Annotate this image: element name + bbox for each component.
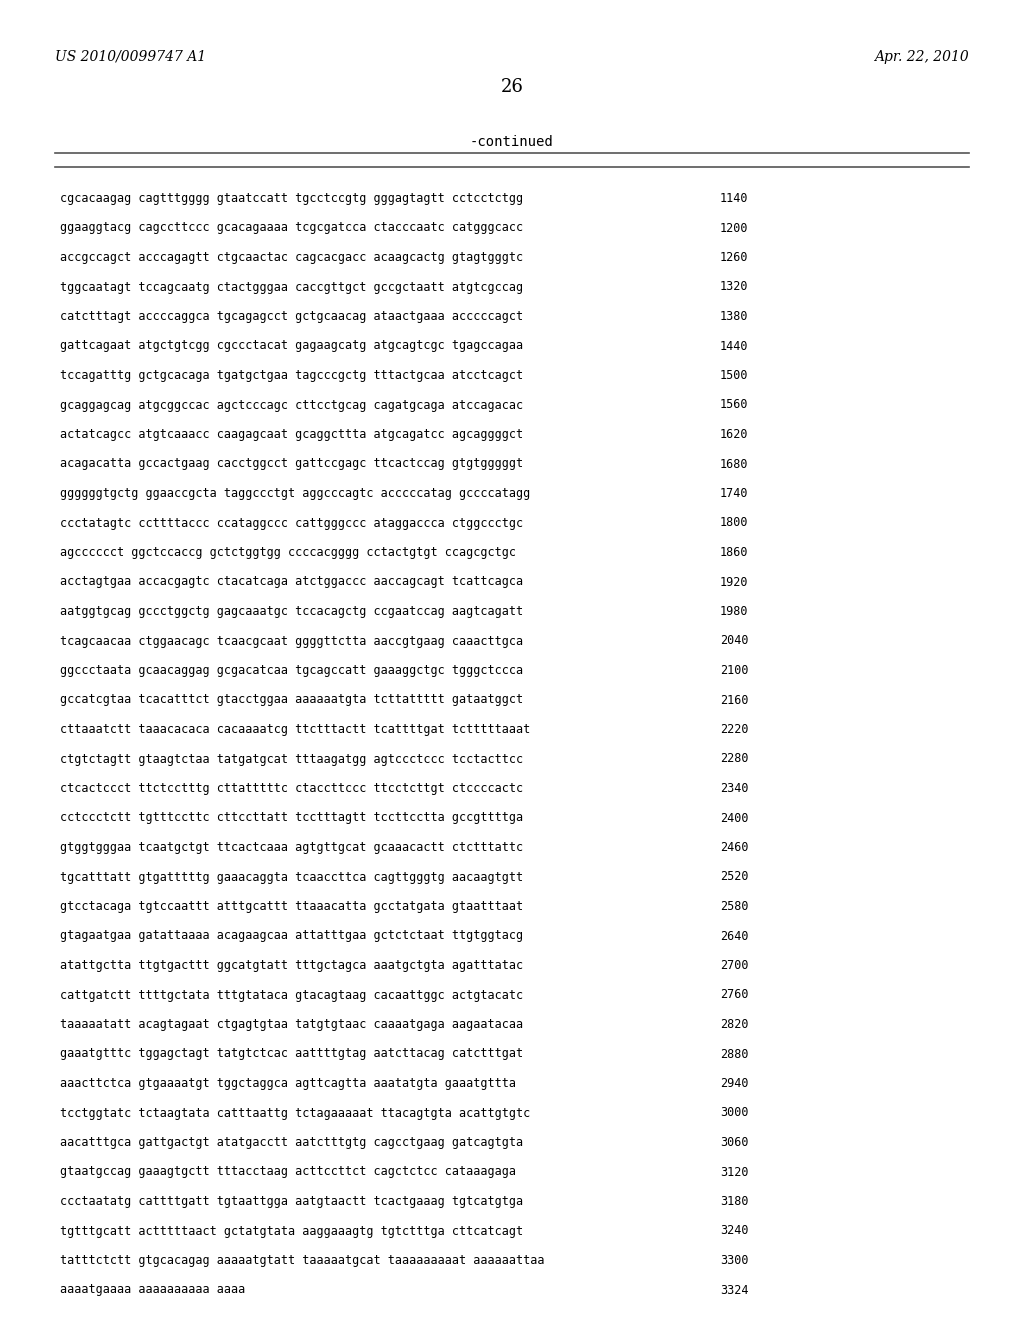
Text: gaaatgtttc tggagctagt tatgtctcac aattttgtag aatcttacag catctttgat: gaaatgtttc tggagctagt tatgtctcac aattttg… [60, 1048, 523, 1060]
Text: ctgtctagtt gtaagtctaa tatgatgcat tttaagatgg agtccctccc tcctacttcc: ctgtctagtt gtaagtctaa tatgatgcat tttaaga… [60, 752, 523, 766]
Text: 3300: 3300 [720, 1254, 749, 1267]
Text: gtcctacaga tgtccaattt atttgcattt ttaaacatta gcctatgata gtaatttaat: gtcctacaga tgtccaattt atttgcattt ttaaaca… [60, 900, 523, 913]
Text: 1800: 1800 [720, 516, 749, 529]
Text: 2040: 2040 [720, 635, 749, 648]
Text: Apr. 22, 2010: Apr. 22, 2010 [874, 50, 969, 63]
Text: 1560: 1560 [720, 399, 749, 412]
Text: tcctggtatc tctaagtata catttaattg tctagaaaaat ttacagtgta acattgtgtc: tcctggtatc tctaagtata catttaattg tctagaa… [60, 1106, 530, 1119]
Text: 3120: 3120 [720, 1166, 749, 1179]
Text: gtagaatgaa gatattaaaa acagaagcaa attatttgaa gctctctaat ttgtggtacg: gtagaatgaa gatattaaaa acagaagcaa attattt… [60, 929, 523, 942]
Text: gccatcgtaa tcacatttct gtacctggaa aaaaaatgta tcttattttt gataatggct: gccatcgtaa tcacatttct gtacctggaa aaaaaat… [60, 693, 523, 706]
Text: tggcaatagt tccagcaatg ctactgggaa caccgttgct gccgctaatt atgtcgccag: tggcaatagt tccagcaatg ctactgggaa caccgtt… [60, 281, 523, 293]
Text: 2940: 2940 [720, 1077, 749, 1090]
Text: 2340: 2340 [720, 781, 749, 795]
Text: atattgctta ttgtgacttt ggcatgtatt tttgctagca aaatgctgta agatttatac: atattgctta ttgtgacttt ggcatgtatt tttgcta… [60, 960, 523, 972]
Text: actatcagcc atgtcaaacc caagagcaat gcaggcttta atgcagatcc agcaggggct: actatcagcc atgtcaaacc caagagcaat gcaggct… [60, 428, 523, 441]
Text: ggggggtgctg ggaaccgcta taggccctgt aggcccagtc acccccatag gccccatagg: ggggggtgctg ggaaccgcta taggccctgt aggccc… [60, 487, 530, 500]
Text: 2280: 2280 [720, 752, 749, 766]
Text: 1260: 1260 [720, 251, 749, 264]
Text: 1200: 1200 [720, 222, 749, 235]
Text: accgccagct acccagagtt ctgcaactac cagcacgacc acaagcactg gtagtgggtc: accgccagct acccagagtt ctgcaactac cagcacg… [60, 251, 523, 264]
Text: 26: 26 [501, 78, 523, 96]
Text: 2580: 2580 [720, 900, 749, 913]
Text: 1980: 1980 [720, 605, 749, 618]
Text: taaaaatatt acagtagaat ctgagtgtaa tatgtgtaac caaaatgaga aagaatacaa: taaaaatatt acagtagaat ctgagtgtaa tatgtgt… [60, 1018, 523, 1031]
Text: 2100: 2100 [720, 664, 749, 677]
Text: tgcatttatt gtgatttttg gaaacaggta tcaaccttca cagttgggtg aacaagtgtt: tgcatttatt gtgatttttg gaaacaggta tcaacct… [60, 870, 523, 883]
Text: 2400: 2400 [720, 812, 749, 825]
Text: tatttctctt gtgcacagag aaaaatgtatt taaaaatgcat taaaaaaaaat aaaaaattaa: tatttctctt gtgcacagag aaaaatgtatt taaaaa… [60, 1254, 545, 1267]
Text: aatggtgcag gccctggctg gagcaaatgc tccacagctg ccgaatccag aagtcagatt: aatggtgcag gccctggctg gagcaaatgc tccacag… [60, 605, 523, 618]
Text: 3060: 3060 [720, 1137, 749, 1148]
Text: cttaaatctt taaacacaca cacaaaatcg ttctttactt tcattttgat tctttttaaat: cttaaatctt taaacacaca cacaaaatcg ttcttta… [60, 723, 530, 737]
Text: tcagcaacaa ctggaacagc tcaacgcaat ggggttctta aaccgtgaag caaacttgca: tcagcaacaa ctggaacagc tcaacgcaat ggggttc… [60, 635, 523, 648]
Text: acctagtgaa accacgagtc ctacatcaga atctggaccc aaccagcagt tcattcagca: acctagtgaa accacgagtc ctacatcaga atctgga… [60, 576, 523, 589]
Text: 2880: 2880 [720, 1048, 749, 1060]
Text: aacatttgca gattgactgt atatgacctt aatctttgtg cagcctgaag gatcagtgta: aacatttgca gattgactgt atatgacctt aatcttt… [60, 1137, 523, 1148]
Text: ccctaatatg cattttgatt tgtaattgga aatgtaactt tcactgaaag tgtcatgtga: ccctaatatg cattttgatt tgtaattgga aatgtaa… [60, 1195, 523, 1208]
Text: 1380: 1380 [720, 310, 749, 323]
Text: gcaggagcag atgcggccac agctcccagc cttcctgcag cagatgcaga atccagacac: gcaggagcag atgcggccac agctcccagc cttcctg… [60, 399, 523, 412]
Text: 2820: 2820 [720, 1018, 749, 1031]
Text: 2160: 2160 [720, 693, 749, 706]
Text: 3000: 3000 [720, 1106, 749, 1119]
Text: 3180: 3180 [720, 1195, 749, 1208]
Text: tgtttgcatt actttttaact gctatgtata aaggaaagtg tgtctttga cttcatcagt: tgtttgcatt actttttaact gctatgtata aaggaa… [60, 1225, 523, 1238]
Text: gtggtgggaa tcaatgctgt ttcactcaaa agtgttgcat gcaaacactt ctctttattc: gtggtgggaa tcaatgctgt ttcactcaaa agtgttg… [60, 841, 523, 854]
Text: ggccctaata gcaacaggag gcgacatcaa tgcagccatt gaaaggctgc tgggctccca: ggccctaata gcaacaggag gcgacatcaa tgcagcc… [60, 664, 523, 677]
Text: 1440: 1440 [720, 339, 749, 352]
Text: agcccccct ggctccaccg gctctggtgg ccccacgggg cctactgtgt ccagcgctgc: agcccccct ggctccaccg gctctggtgg ccccacgg… [60, 546, 516, 558]
Text: aaacttctca gtgaaaatgt tggctaggca agttcagtta aaatatgta gaaatgttta: aaacttctca gtgaaaatgt tggctaggca agttcag… [60, 1077, 516, 1090]
Text: gtaatgccag gaaagtgctt tttacctaag acttccttct cagctctcc cataaagaga: gtaatgccag gaaagtgctt tttacctaag acttcct… [60, 1166, 516, 1179]
Text: 3324: 3324 [720, 1283, 749, 1296]
Text: 1500: 1500 [720, 370, 749, 381]
Text: 1680: 1680 [720, 458, 749, 470]
Text: -continued: -continued [470, 135, 554, 149]
Text: ggaaggtacg cagccttccc gcacagaaaa tcgcgatcca ctacccaatc catgggcacc: ggaaggtacg cagccttccc gcacagaaaa tcgcgat… [60, 222, 523, 235]
Text: cctccctctt tgtttccttc cttccttatt tcctttagtt tccttcctta gccgttttga: cctccctctt tgtttccttc cttccttatt tccttta… [60, 812, 523, 825]
Text: 2700: 2700 [720, 960, 749, 972]
Text: 1740: 1740 [720, 487, 749, 500]
Text: cgcacaagag cagtttgggg gtaatccatt tgcctccgtg gggagtagtt cctcctctgg: cgcacaagag cagtttgggg gtaatccatt tgcctcc… [60, 191, 523, 205]
Text: 1920: 1920 [720, 576, 749, 589]
Text: 2220: 2220 [720, 723, 749, 737]
Text: 1620: 1620 [720, 428, 749, 441]
Text: ccctatagtc ccttttaccc ccataggccc cattgggccc ataggaccca ctggccctgc: ccctatagtc ccttttaccc ccataggccc cattggg… [60, 516, 523, 529]
Text: aaaatgaaaa aaaaaaaaaa aaaa: aaaatgaaaa aaaaaaaaaa aaaa [60, 1283, 246, 1296]
Text: 1320: 1320 [720, 281, 749, 293]
Text: gattcagaat atgctgtcgg cgccctacat gagaagcatg atgcagtcgc tgagccagaa: gattcagaat atgctgtcgg cgccctacat gagaagc… [60, 339, 523, 352]
Text: 1860: 1860 [720, 546, 749, 558]
Text: 2640: 2640 [720, 929, 749, 942]
Text: 2760: 2760 [720, 989, 749, 1002]
Text: 1140: 1140 [720, 191, 749, 205]
Text: ctcactccct ttctcctttg cttatttttc ctaccttccc ttcctcttgt ctccccactc: ctcactccct ttctcctttg cttatttttc ctacctt… [60, 781, 523, 795]
Text: acagacatta gccactgaag cacctggcct gattccgagc ttcactccag gtgtgggggt: acagacatta gccactgaag cacctggcct gattccg… [60, 458, 523, 470]
Text: 3240: 3240 [720, 1225, 749, 1238]
Text: US 2010/0099747 A1: US 2010/0099747 A1 [55, 50, 206, 63]
Text: tccagatttg gctgcacaga tgatgctgaa tagcccgctg tttactgcaa atcctcagct: tccagatttg gctgcacaga tgatgctgaa tagcccg… [60, 370, 523, 381]
Text: 2520: 2520 [720, 870, 749, 883]
Text: 2460: 2460 [720, 841, 749, 854]
Text: catctttagt accccaggca tgcagagcct gctgcaacag ataactgaaa acccccagct: catctttagt accccaggca tgcagagcct gctgcaa… [60, 310, 523, 323]
Text: cattgatctt ttttgctata tttgtataca gtacagtaag cacaattggc actgtacatc: cattgatctt ttttgctata tttgtataca gtacagt… [60, 989, 523, 1002]
